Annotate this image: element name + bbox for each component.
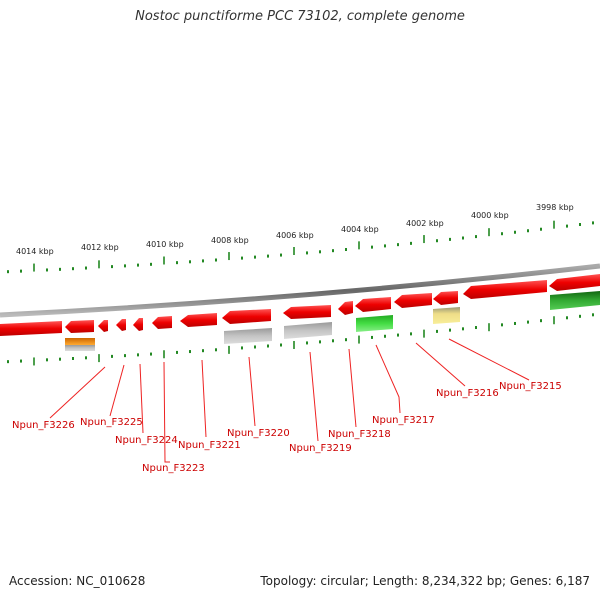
scale-label-4004: 4004 kbp [341, 225, 379, 234]
genome-summary-text: Topology: circular; Length: 8,234,322 bp… [260, 574, 590, 588]
gene-label-F3219[interactable]: Npun_F3219 [289, 443, 352, 454]
gene-arrow[interactable] [0, 321, 62, 336]
gene-arrow-F3221[interactable] [180, 313, 217, 327]
gene-label-F3225[interactable]: Npun_F3225 [80, 417, 143, 428]
feature-orange[interactable] [65, 338, 95, 345]
gene-label-F3216[interactable]: Npun_F3216 [436, 388, 499, 399]
leader-line-F3220 [248, 356, 256, 427]
gene-leader-lines [49, 338, 530, 463]
feature-yellow[interactable] [433, 307, 460, 324]
inner-scale-ticks [7, 313, 594, 366]
gene-arrow-F3216[interactable] [433, 291, 458, 305]
gene-label-F3220[interactable]: Npun_F3220 [227, 428, 290, 439]
gene-arrow-F3222[interactable] [152, 316, 172, 329]
scale-labels: 4014 kbp 4012 kbp 4010 kbp 4008 kbp 4006… [16, 203, 574, 256]
gene-arrow-F3223[interactable] [133, 318, 143, 331]
feature-gray-small[interactable] [65, 345, 95, 351]
gene-arrow-F3226[interactable] [65, 320, 94, 333]
feature-green[interactable] [356, 315, 393, 332]
gene-track [0, 274, 600, 336]
leader-line-F3221 [201, 359, 207, 438]
feature-gray-2[interactable] [284, 322, 332, 339]
leader-line-F3223 [163, 361, 170, 463]
gene-arrow-F3220[interactable] [222, 309, 271, 324]
accession-text: Accession: NC_010628 [9, 574, 146, 588]
leader-line-F3225 [109, 364, 125, 417]
gene-label-F3215[interactable]: Npun_F3215 [499, 381, 562, 392]
scale-label-4010: 4010 kbp [146, 240, 184, 249]
gene-arrow-F3216a[interactable] [394, 293, 432, 308]
scale-label-4002: 4002 kbp [406, 219, 444, 228]
feature-dark-green[interactable] [550, 291, 600, 310]
scale-label-4014: 4014 kbp [16, 247, 54, 256]
leader-line-F3218 [348, 348, 357, 428]
leader-line-F3219 [309, 351, 319, 442]
leader-line-F3216 [415, 342, 466, 387]
genome-title: Nostoc punctiforme PCC 73102, complete g… [135, 9, 465, 24]
scale-label-4012: 4012 kbp [81, 243, 119, 252]
leader-line-F3215 [448, 338, 530, 381]
scale-label-4000: 4000 kbp [471, 211, 509, 220]
gene-label-F3217[interactable]: Npun_F3217 [372, 415, 435, 426]
feature-track [65, 291, 600, 351]
scale-label-4006: 4006 kbp [276, 231, 314, 240]
gene-arrow-F3218[interactable] [338, 301, 353, 315]
scale-label-4008: 4008 kbp [211, 236, 249, 245]
leader-line-F3217 [375, 344, 401, 414]
gene-label-F3221[interactable]: Npun_F3221 [178, 440, 241, 451]
leader-line-F3226 [49, 366, 106, 419]
gene-label-F3224[interactable]: Npun_F3224 [115, 435, 178, 446]
genome-backbone [0, 263, 600, 318]
gene-label-F3218[interactable]: Npun_F3218 [328, 429, 391, 440]
gene-arrow-F3224[interactable] [116, 319, 126, 331]
gene-label-F3223[interactable]: Npun_F3223 [142, 463, 205, 474]
gene-arrow-right-edge[interactable] [549, 274, 600, 291]
gene-arrow-F3215[interactable] [463, 280, 547, 299]
leader-line-F3224 [139, 363, 144, 434]
gene-arrow-F3217[interactable] [355, 297, 391, 312]
gene-label-F3226[interactable]: Npun_F3226 [12, 420, 75, 431]
scale-label-3998: 3998 kbp [536, 203, 574, 212]
outer-scale-ticks [7, 220, 594, 274]
gene-arrow-F3225[interactable] [98, 320, 108, 332]
gene-labels: Npun_F3226 Npun_F3225 Npun_F3224 Npun_F3… [12, 381, 562, 474]
gene-arrow-F3219[interactable] [283, 305, 331, 319]
feature-gray-1[interactable] [224, 328, 272, 344]
